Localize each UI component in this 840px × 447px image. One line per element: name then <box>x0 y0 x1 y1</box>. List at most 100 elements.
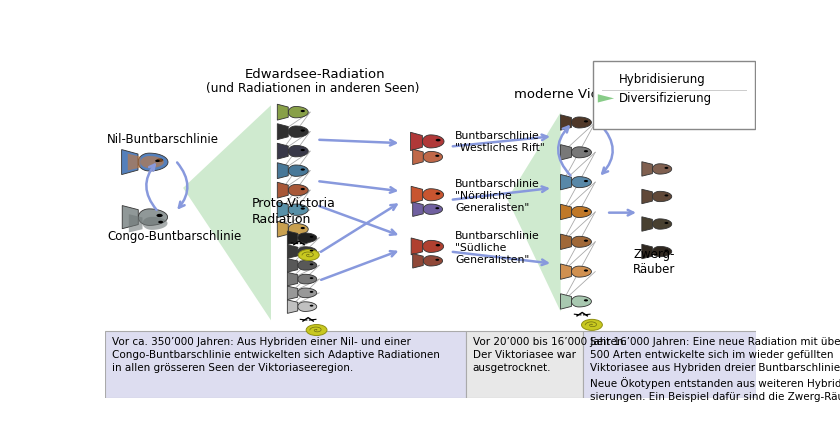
Circle shape <box>301 227 305 229</box>
Polygon shape <box>507 112 561 312</box>
Polygon shape <box>412 202 423 216</box>
Polygon shape <box>277 163 288 179</box>
Polygon shape <box>183 105 271 320</box>
Circle shape <box>435 207 439 209</box>
Circle shape <box>310 291 313 293</box>
Polygon shape <box>560 144 571 160</box>
Polygon shape <box>297 233 317 243</box>
Polygon shape <box>560 294 571 309</box>
Polygon shape <box>653 246 672 257</box>
Polygon shape <box>140 156 164 168</box>
Polygon shape <box>277 124 288 139</box>
FancyBboxPatch shape <box>584 331 756 398</box>
Text: Buntbarschlinie
"Westliches Rift": Buntbarschlinie "Westliches Rift" <box>455 131 545 153</box>
FancyBboxPatch shape <box>105 331 466 398</box>
Polygon shape <box>423 135 444 148</box>
Circle shape <box>301 129 305 132</box>
Polygon shape <box>297 261 317 270</box>
Polygon shape <box>143 217 167 230</box>
Polygon shape <box>571 117 591 128</box>
Circle shape <box>584 240 588 242</box>
Polygon shape <box>287 258 297 272</box>
Polygon shape <box>122 150 138 175</box>
Polygon shape <box>423 256 443 266</box>
Circle shape <box>156 159 163 162</box>
FancyBboxPatch shape <box>593 60 754 129</box>
Polygon shape <box>123 206 139 229</box>
Text: Nil-Buntbarschlinie: Nil-Buntbarschlinie <box>107 133 219 146</box>
Polygon shape <box>138 153 168 171</box>
Polygon shape <box>642 189 653 204</box>
FancyBboxPatch shape <box>466 331 584 398</box>
Circle shape <box>664 167 669 169</box>
Circle shape <box>435 155 439 157</box>
Circle shape <box>301 207 305 210</box>
Polygon shape <box>277 104 288 120</box>
Text: Vor ca. 350’000 Jahren: Aus Hybriden einer Nil- und einer
Congo-Buntbarschlinie : Vor ca. 350’000 Jahren: Aus Hybriden ein… <box>112 337 439 373</box>
Circle shape <box>664 194 669 197</box>
Polygon shape <box>287 272 297 286</box>
Polygon shape <box>598 94 614 102</box>
Polygon shape <box>288 145 308 157</box>
Polygon shape <box>288 204 308 215</box>
Circle shape <box>155 160 160 162</box>
Polygon shape <box>287 286 297 299</box>
Text: Diversifizierung: Diversifizierung <box>619 92 712 105</box>
Text: moderne Victoriasee-Radiation: moderne Victoriasee-Radiation <box>514 89 720 101</box>
Circle shape <box>310 236 313 238</box>
Polygon shape <box>277 202 288 218</box>
Polygon shape <box>287 300 297 313</box>
Polygon shape <box>129 214 143 232</box>
Polygon shape <box>288 106 308 118</box>
Polygon shape <box>571 177 591 188</box>
Polygon shape <box>571 266 591 277</box>
Text: Edwardsee-Radiation: Edwardsee-Radiation <box>245 68 386 81</box>
Circle shape <box>435 259 439 261</box>
Polygon shape <box>423 152 443 162</box>
Polygon shape <box>411 238 423 255</box>
Circle shape <box>436 192 440 195</box>
Text: Congo-Buntbarschlinie: Congo-Buntbarschlinie <box>107 230 241 243</box>
Text: Zwerg-
Räuber: Zwerg- Räuber <box>633 248 675 276</box>
Circle shape <box>584 180 588 182</box>
Polygon shape <box>571 296 591 307</box>
Polygon shape <box>653 219 672 229</box>
Text: Buntbarschlinie
"Nördliche
Generalisten": Buntbarschlinie "Nördliche Generalisten" <box>455 179 540 213</box>
Polygon shape <box>277 143 288 159</box>
Circle shape <box>310 263 313 266</box>
Text: Vor 20’000 bis 16’000 Jahren:
Der Viktoriasee war
ausgetrocknet.: Vor 20’000 bis 16’000 Jahren: Der Viktor… <box>473 337 627 373</box>
Polygon shape <box>642 217 653 231</box>
Circle shape <box>310 249 313 252</box>
Polygon shape <box>560 174 571 190</box>
Polygon shape <box>297 288 317 298</box>
Polygon shape <box>423 240 444 253</box>
Circle shape <box>158 221 163 224</box>
Circle shape <box>301 169 305 171</box>
Polygon shape <box>288 224 308 235</box>
Circle shape <box>301 110 305 112</box>
Polygon shape <box>288 185 308 196</box>
Text: Seit 16’000 Jahren: Eine neue Radiation mit über
500 Arten entwickelte sich im w: Seit 16’000 Jahren: Eine neue Radiation … <box>590 337 840 402</box>
Circle shape <box>310 305 313 307</box>
Polygon shape <box>571 207 591 218</box>
Polygon shape <box>297 302 317 312</box>
Polygon shape <box>139 209 167 225</box>
Polygon shape <box>642 162 653 176</box>
Polygon shape <box>560 264 571 279</box>
Text: Buntbarschlinie
"Südliche
Generalisten": Buntbarschlinie "Südliche Generalisten" <box>455 231 540 265</box>
Circle shape <box>581 319 602 330</box>
Text: (und Radiationen in anderen Seen): (und Radiationen in anderen Seen) <box>206 81 419 95</box>
Polygon shape <box>412 149 423 164</box>
Polygon shape <box>297 247 317 257</box>
Circle shape <box>584 270 588 272</box>
Circle shape <box>301 149 305 151</box>
Polygon shape <box>653 191 672 202</box>
Polygon shape <box>412 253 423 268</box>
Text: Proto-Victoria
Radiation: Proto-Victoria Radiation <box>251 198 335 227</box>
Circle shape <box>584 150 588 152</box>
Circle shape <box>436 244 440 246</box>
Polygon shape <box>128 154 140 170</box>
Circle shape <box>298 249 319 261</box>
Circle shape <box>664 249 669 252</box>
Polygon shape <box>571 147 591 158</box>
